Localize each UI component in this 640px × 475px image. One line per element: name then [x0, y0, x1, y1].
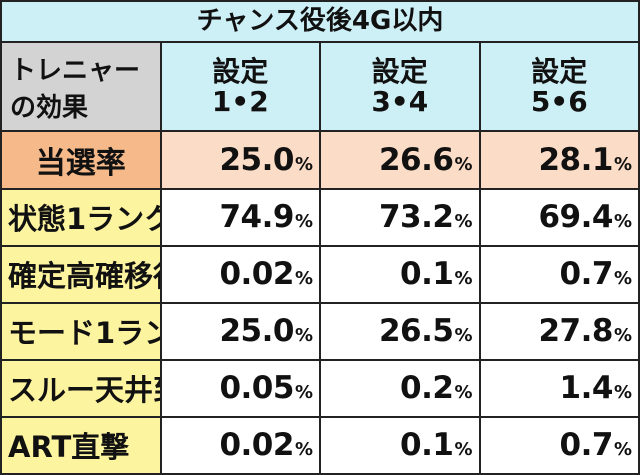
- value-number: 0.05: [219, 370, 294, 407]
- value-cell: 28.1%: [478, 130, 640, 190]
- table-row-state-rank-up: 状態1ランクUP 74.9% 73.2% 69.4%: [0, 187, 640, 247]
- table-title: チャンス役後4G以内: [0, 0, 640, 43]
- percent-sign: %: [613, 325, 632, 347]
- table-row-through-ceiling: スルー天井到達 0.05% 0.2% 1.4%: [0, 358, 640, 418]
- header-setting-line2: 3•4: [371, 84, 429, 118]
- value-number: 25.0: [219, 313, 294, 350]
- percent-sign: %: [294, 325, 313, 347]
- value-cell: 25.0%: [159, 301, 321, 361]
- percent-sign: %: [294, 154, 313, 175]
- value-number: 27.8: [538, 313, 613, 350]
- value-cell: 27.8%: [478, 301, 640, 361]
- table-row-mode-rank-up: モード1ランクUP 25.0% 26.5% 27.8%: [0, 301, 640, 361]
- value-cell: 25.0%: [159, 130, 321, 190]
- value-number: 0.02: [219, 427, 294, 464]
- value-cell: 26.6%: [319, 130, 481, 190]
- value-number: 74.9: [219, 199, 294, 236]
- percent-sign: %: [294, 268, 313, 290]
- row-label: モード1ランクUP: [0, 301, 162, 361]
- value-cell: 0.02%: [159, 415, 321, 475]
- value-number: 0.1: [400, 427, 454, 464]
- percent-sign: %: [294, 439, 313, 461]
- percent-sign: %: [613, 382, 632, 404]
- value-number: 73.2: [378, 199, 454, 236]
- table-row-confirmed-high-prob: 確定高確移行 0.02% 0.1% 0.7%: [0, 244, 640, 304]
- table-row-art-direct: ART直撃 0.02% 0.1% 0.7%: [0, 415, 640, 475]
- value-number: 0.02: [219, 256, 294, 293]
- percent-sign: %: [454, 325, 473, 347]
- header-setting-line2: 1•2: [211, 84, 269, 118]
- header-setting-line1: 設定: [531, 55, 588, 89]
- percent-sign: %: [454, 382, 473, 404]
- value-number: 26.5: [378, 313, 454, 350]
- value-cell: 74.9%: [159, 187, 321, 247]
- value-number: 0.7: [559, 427, 614, 464]
- value-number: 26.6: [378, 142, 454, 178]
- row-label: スルー天井到達: [0, 358, 162, 418]
- value-number: 1.4: [559, 370, 614, 407]
- value-cell: 0.1%: [319, 244, 481, 304]
- percent-sign: %: [294, 382, 313, 404]
- value-cell: 0.7%: [478, 415, 640, 475]
- header-setting-3-4: 設定 3•4: [319, 40, 481, 133]
- value-number: 0.2: [400, 370, 454, 407]
- value-cell: 69.4%: [478, 187, 640, 247]
- percent-sign: %: [454, 211, 473, 233]
- header-setting-1-2: 設定 1•2: [159, 40, 321, 133]
- row-label: 確定高確移行: [0, 244, 162, 304]
- value-number: 25.0: [219, 142, 294, 178]
- row-label: 状態1ランクUP: [0, 187, 162, 247]
- value-cell: 0.2%: [319, 358, 481, 418]
- percent-sign: %: [613, 211, 632, 233]
- percent-sign: %: [613, 268, 632, 290]
- value-cell: 26.5%: [319, 301, 481, 361]
- percent-sign: %: [613, 154, 632, 175]
- value-number: 28.1: [538, 142, 613, 178]
- value-cell: 0.7%: [478, 244, 640, 304]
- value-cell: 73.2%: [319, 187, 481, 247]
- value-cell: 0.1%: [319, 415, 481, 475]
- value-number: 69.4: [538, 199, 613, 236]
- value-cell: 0.05%: [159, 358, 321, 418]
- header-setting-line1: 設定: [212, 55, 269, 89]
- header-setting-5-6: 設定 5•6: [478, 40, 640, 133]
- percent-sign: %: [613, 439, 632, 461]
- value-cell: 0.02%: [159, 244, 321, 304]
- percent-sign: %: [454, 154, 473, 175]
- row-label: 当選率: [0, 130, 162, 190]
- header-setting-line1: 設定: [371, 55, 428, 89]
- value-cell: 1.4%: [478, 358, 640, 418]
- header-label: トレニャーの効果: [0, 40, 162, 133]
- value-number: 0.1: [400, 256, 454, 293]
- table-row-win-rate: 当選率 25.0% 26.6% 28.1%: [0, 130, 640, 190]
- header-setting-line2: 5•6: [530, 84, 588, 118]
- percent-sign: %: [454, 268, 473, 290]
- percent-sign: %: [294, 211, 313, 233]
- row-label: ART直撃: [0, 415, 162, 475]
- value-number: 0.7: [559, 256, 614, 293]
- percent-sign: %: [454, 439, 473, 461]
